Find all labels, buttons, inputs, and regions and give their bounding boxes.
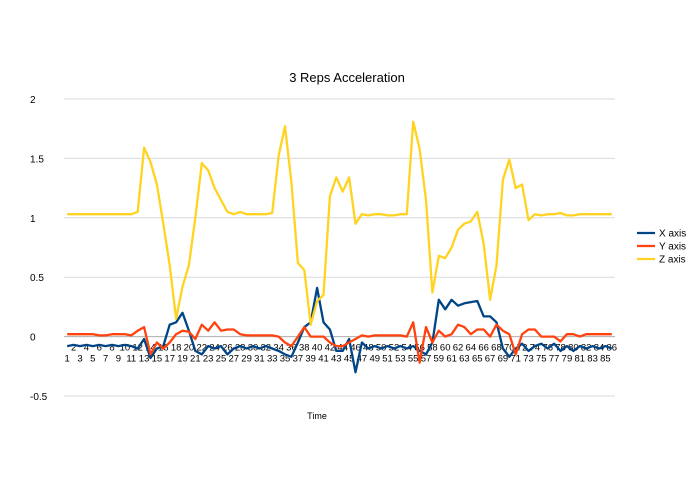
legend-label: Y axis [659,242,686,253]
x-tick-label: 1 [65,354,70,365]
x-tick-label: 44 [337,343,348,354]
y-tick-label: 1 [30,214,36,225]
x-axis-title: Time [307,411,327,421]
x-tick-label: 30 [248,343,259,354]
x-tick-label: 53 [395,354,406,365]
y-tick-label: 0 [30,333,36,344]
x-tick-label: 57 [421,354,432,365]
x-tick-label: 78 [555,343,566,354]
x-tick-label: 27 [228,354,239,365]
x-tick-label: 61 [446,354,457,365]
x-tick-label: 83 [587,354,598,365]
legend: X axis Y axis Z axis [637,229,686,266]
x-tick-label: 32 [261,343,272,354]
x-tick-label: 37 [293,354,304,365]
x-tick-label: 11 [126,354,136,365]
series-line-y-axis [67,321,612,364]
x-tick-label: 14 [145,343,156,354]
x-tick-label: 38 [299,343,310,354]
x-tick-label: 69 [498,354,509,365]
x-tick-label: 21 [190,354,201,365]
x-tick-label: 3 [77,354,82,365]
x-tick-label: 55 [408,354,419,365]
x-tick-label: 80 [568,343,579,354]
x-tick-label: 45 [344,354,355,365]
x-tick-label: 35 [280,354,291,365]
x-tick-label: 8 [109,343,114,354]
x-tick-label: 64 [466,343,477,354]
x-tick-label: 34 [273,343,284,354]
x-tick-label: 19 [177,354,188,365]
x-tick-label: 25 [216,354,227,365]
x-tick-label: 31 [254,354,265,365]
x-tick-label: 68 [491,343,502,354]
x-tick-label: 73 [523,354,534,365]
x-tick-label: 10 [120,343,131,354]
x-tick-label: 13 [139,354,150,365]
x-tick-label: 62 [453,343,464,354]
x-tick-label: 81 [574,354,585,365]
x-tick-label: 72 [517,343,528,354]
x-tick-label: 42 [325,343,336,354]
x-tick-label: 9 [116,354,121,365]
x-tick-label: 47 [357,354,368,365]
x-tick-label: 7 [103,354,108,365]
x-tick-label: 15 [152,354,163,365]
x-tick-label: 49 [369,354,380,365]
series-line-x-axis [66,286,613,374]
y-axis-tick-labels: 2 1.5 1 0.5 0 -0.5 [30,95,48,403]
x-tick-label: 75 [536,354,547,365]
series-lines [66,120,613,374]
y-tick-label: 0.5 [30,273,44,284]
x-tick-label: 67 [485,354,496,365]
x-tick-label: 17 [164,354,175,365]
x-tick-label: 63 [459,354,470,365]
x-tick-label: 4 [84,343,89,354]
x-tick-label: 36 [286,343,297,354]
x-tick-label: 66 [478,343,489,354]
y-tick-label: 2 [30,95,36,106]
x-tick-label: 39 [305,354,316,365]
x-tick-label: 77 [549,354,560,365]
gridlines [64,98,615,397]
x-tick-label: 23 [203,354,214,365]
legend-label: Z axis [659,255,686,266]
x-tick-label: 51 [382,354,393,365]
x-tick-label: 33 [267,354,278,365]
x-tick-label: 58 [427,343,438,354]
x-tick-label: 60 [440,343,451,354]
x-tick-label: 74 [530,343,541,354]
x-tick-label: 71 [510,354,521,365]
x-tick-label: 56 [414,343,425,354]
x-tick-label: 2 [71,343,76,354]
x-tick-label: 28 [235,343,246,354]
x-tick-label: 26 [222,343,233,354]
x-tick-label: 40 [312,343,323,354]
series-line-z-axis [67,120,612,326]
y-tick-label: 1.5 [30,154,44,165]
chart-title: 3 Reps Acceleration [289,70,405,85]
x-tick-label: 85 [600,354,611,365]
x-tick-label: 43 [331,354,342,365]
x-tick-label: 70 [504,343,515,354]
x-tick-label: 22 [196,343,207,354]
x-tick-label: 18 [171,343,182,354]
x-tick-label: 5 [90,354,95,365]
x-tick-label: 20 [184,343,195,354]
x-tick-label: 29 [241,354,252,365]
y-tick-label: -0.5 [30,392,48,403]
legend-label: X axis [659,229,686,240]
x-tick-label: 46 [350,343,361,354]
x-tick-label: 41 [318,354,329,365]
x-tick-label: 65 [472,354,483,365]
x-tick-label: 6 [97,343,102,354]
x-tick-label: 79 [562,354,573,365]
x-tick-label: 59 [434,354,445,365]
